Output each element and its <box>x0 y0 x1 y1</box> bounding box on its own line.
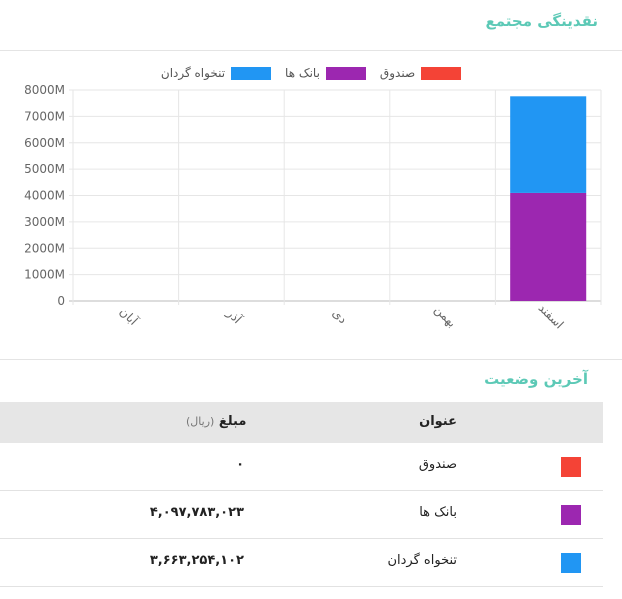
table-row: صندوق ۰ <box>0 443 603 491</box>
y-tick-label: 6000M <box>24 136 65 150</box>
legend-item-petty-cash[interactable]: تنخواه گردان <box>160 66 272 80</box>
bar-segment <box>510 96 587 193</box>
amount-label: مبلغ <box>218 414 247 429</box>
row-amount: ۳,۶۶۳,۲۵۴,۱۰۲ <box>149 553 244 568</box>
y-tick-label: 2000M <box>24 241 65 255</box>
status-title: آخرین وضعیت <box>484 370 588 388</box>
amount-unit: (ریال) <box>186 415 215 428</box>
legend-label-petty-cash: تنخواه گردان <box>160 66 226 80</box>
x-tick-label: دی <box>330 306 350 326</box>
row-amount: ۴,۰۹۷,۷۸۳,۰۲۳ <box>149 505 244 520</box>
y-tick-label: 4000M <box>24 189 65 203</box>
x-tick-label: آبان <box>117 304 142 329</box>
row-color-swatch <box>561 553 581 573</box>
divider <box>0 359 622 360</box>
row-color-swatch <box>561 457 581 477</box>
table-header: عنوان مبلغ (ریال) <box>0 402 603 443</box>
legend-item-banks[interactable]: بانک ها <box>285 66 366 80</box>
x-tick-label: بهمن <box>431 302 459 330</box>
column-header-amount: مبلغ (ریال) <box>186 414 246 429</box>
legend-swatch-fund <box>421 66 462 80</box>
bar-segment <box>510 192 587 301</box>
table-row: تنخواه گردان ۳,۶۶۳,۲۵۴,۱۰۲ <box>0 539 603 587</box>
x-tick-label: اسفند <box>536 301 567 332</box>
row-label: بانک ها <box>419 505 457 520</box>
y-tick-label: 7000M <box>24 109 65 123</box>
legend-swatch-banks <box>325 66 366 80</box>
y-tick-label: 0 <box>57 294 65 308</box>
row-label: صندوق <box>418 457 457 472</box>
x-tick-label: آذر <box>223 305 246 328</box>
divider <box>0 50 622 51</box>
stacked-bar-chart: 0 1000M 2000M 3000M 4000M 5000M 6000M 7000M 8000… <box>24 83 602 332</box>
chart-title: نقدینگی مجتمع <box>485 12 599 30</box>
legend-item-fund[interactable]: صندوق <box>379 66 462 80</box>
legend-label-banks: بانک ها <box>285 66 320 80</box>
row-label: تنخواه گردان <box>387 553 457 568</box>
y-tick-label: 5000M <box>24 162 65 176</box>
chart-legend: صندوق بانک ها تنخواه گردان <box>0 66 622 80</box>
table-row: بانک ها ۴,۰۹۷,۷۸۳,۰۲۳ <box>0 491 603 539</box>
legend-label-fund: صندوق <box>379 66 416 80</box>
y-tick-label: 8000M <box>24 83 65 97</box>
row-amount: ۰ <box>236 457 244 472</box>
status-table: عنوان مبلغ (ریال) صندوق ۰ بانک ها ۴,۰۹۷,… <box>0 402 603 587</box>
y-tick-label: 3000M <box>24 215 65 229</box>
column-header-title: عنوان <box>419 414 457 429</box>
row-color-swatch <box>561 505 581 525</box>
legend-swatch-petty-cash <box>231 66 272 80</box>
y-tick-label: 1000M <box>24 268 65 282</box>
